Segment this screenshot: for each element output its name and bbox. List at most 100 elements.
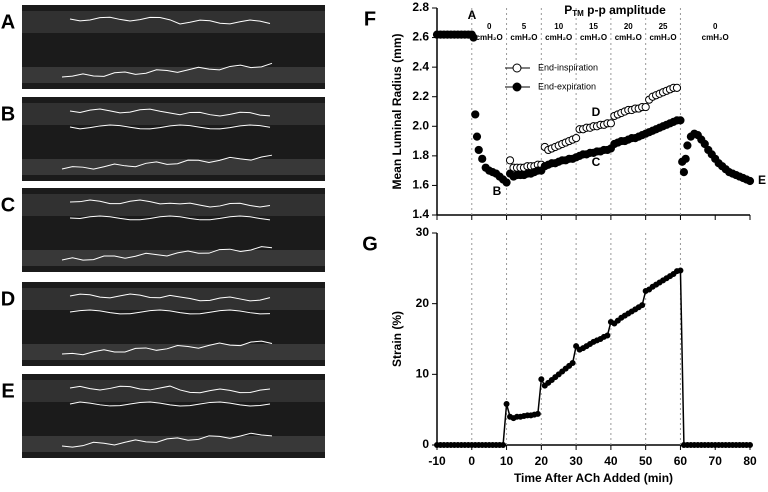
airway-wall-trace <box>69 215 271 221</box>
annotation: B <box>493 184 502 198</box>
amplitude-unit: cmH₂O <box>649 33 676 42</box>
annotation: D <box>592 105 601 119</box>
annotation: E <box>758 173 766 187</box>
header-part: P <box>564 3 572 17</box>
legend-label: End-expiration <box>538 81 596 91</box>
amplitude-value: 25 <box>659 22 668 31</box>
panel-label: C <box>1 194 15 216</box>
data-point <box>500 442 507 448</box>
tissue-band <box>22 11 325 33</box>
y-tick-label: 2.4 <box>412 59 429 73</box>
airway-wall-trace <box>69 199 271 208</box>
airway-wall-trace <box>61 62 273 78</box>
x-tick-label: 60 <box>674 454 688 468</box>
y-tick-label: 2.6 <box>412 30 429 44</box>
panel-label: G <box>362 233 378 255</box>
data-point <box>679 168 689 177</box>
data-point <box>639 302 646 309</box>
amplitude-unit: cmH₂O <box>615 33 642 42</box>
x-tick-label: 80 <box>743 454 757 468</box>
legend-marker <box>512 82 522 92</box>
data-point <box>745 176 755 186</box>
data-point <box>641 102 650 112</box>
tissue-band <box>22 67 325 83</box>
data-point <box>747 442 753 448</box>
annotation: A <box>468 8 477 22</box>
data-point <box>676 116 685 125</box>
tissue-band <box>22 288 325 310</box>
data-point <box>472 132 482 141</box>
y-axis-title: Strain (%) <box>390 311 404 367</box>
amplitude-unit: cmH₂O <box>545 33 572 42</box>
y-tick-label: 2.8 <box>412 0 429 14</box>
data-point <box>700 139 709 149</box>
data-point <box>538 376 545 383</box>
y-tick-label: 2.2 <box>412 89 429 103</box>
panel-label: F <box>364 8 376 30</box>
data-point <box>503 401 510 408</box>
legend-label: End-inspiration <box>538 62 598 72</box>
x-tick-label: 0 <box>468 454 475 468</box>
y-tick-label: 10 <box>416 367 430 381</box>
header-part: TM <box>572 9 584 18</box>
data-point <box>469 33 478 42</box>
y-axis-title: Mean Luminal Radius (mm) <box>390 33 404 189</box>
header-part: p-p amplitude <box>584 3 666 17</box>
x-tick-label: 20 <box>535 454 549 468</box>
amplitude-value: 5 <box>522 22 527 31</box>
amplitude-unit: cmH₂O <box>476 33 503 42</box>
x-axis-title: Time After ACh Added (min) <box>514 471 673 485</box>
data-point <box>672 83 682 92</box>
airway-wall-trace <box>61 432 273 448</box>
amplitude-value: 20 <box>624 22 633 31</box>
data-point <box>471 110 480 119</box>
airway-wall-trace <box>61 154 273 170</box>
panel-label: B <box>1 103 15 125</box>
airway-wall-trace <box>61 246 273 261</box>
tissue-band <box>22 380 325 402</box>
airway-wall-trace <box>61 340 273 356</box>
strain-line <box>437 269 750 446</box>
x-tick-label: -10 <box>428 454 446 468</box>
y-tick-label: 1.8 <box>412 148 429 162</box>
data-point <box>474 145 483 155</box>
airway-wall-trace <box>69 401 271 407</box>
data-point <box>505 156 515 165</box>
airway-wall-trace <box>69 16 271 25</box>
data-point <box>606 119 615 128</box>
tissue-band <box>22 194 325 216</box>
x-tick-label: 40 <box>604 454 618 468</box>
data-point <box>683 141 692 150</box>
tissue-band <box>22 159 325 175</box>
data-point <box>573 343 580 350</box>
airway-wall-trace <box>69 309 271 315</box>
amplitude-value: 0 <box>713 22 718 31</box>
annotation: C <box>592 155 601 169</box>
y-tick-label: 1.4 <box>412 207 429 221</box>
data-point <box>572 134 581 143</box>
tissue-band <box>22 250 325 266</box>
amplitude-value: 10 <box>554 22 563 31</box>
airway-wall-trace <box>69 385 271 394</box>
x-tick-label: 70 <box>709 454 723 468</box>
data-point <box>604 332 611 339</box>
amplitude-value: 0 <box>487 22 492 31</box>
y-tick-label: 0 <box>422 437 429 451</box>
y-tick-label: 2.0 <box>412 118 429 132</box>
tissue-band <box>22 344 325 360</box>
amplitude-unit: cmH₂O <box>510 33 537 42</box>
airway-wall-trace <box>69 124 271 130</box>
data-point <box>502 178 511 187</box>
x-tick-label: 30 <box>569 454 583 468</box>
data-point <box>534 410 541 417</box>
airway-wall-trace <box>69 108 271 117</box>
panel-label: D <box>1 288 15 310</box>
data-point <box>681 154 690 163</box>
panel-label: A <box>1 11 15 33</box>
data-point <box>478 154 487 163</box>
y-tick-label: 1.6 <box>412 178 429 192</box>
panel-label: E <box>1 380 14 402</box>
amplitude-header: PTM p-p amplitude <box>564 3 666 18</box>
x-tick-label: 10 <box>500 454 514 468</box>
